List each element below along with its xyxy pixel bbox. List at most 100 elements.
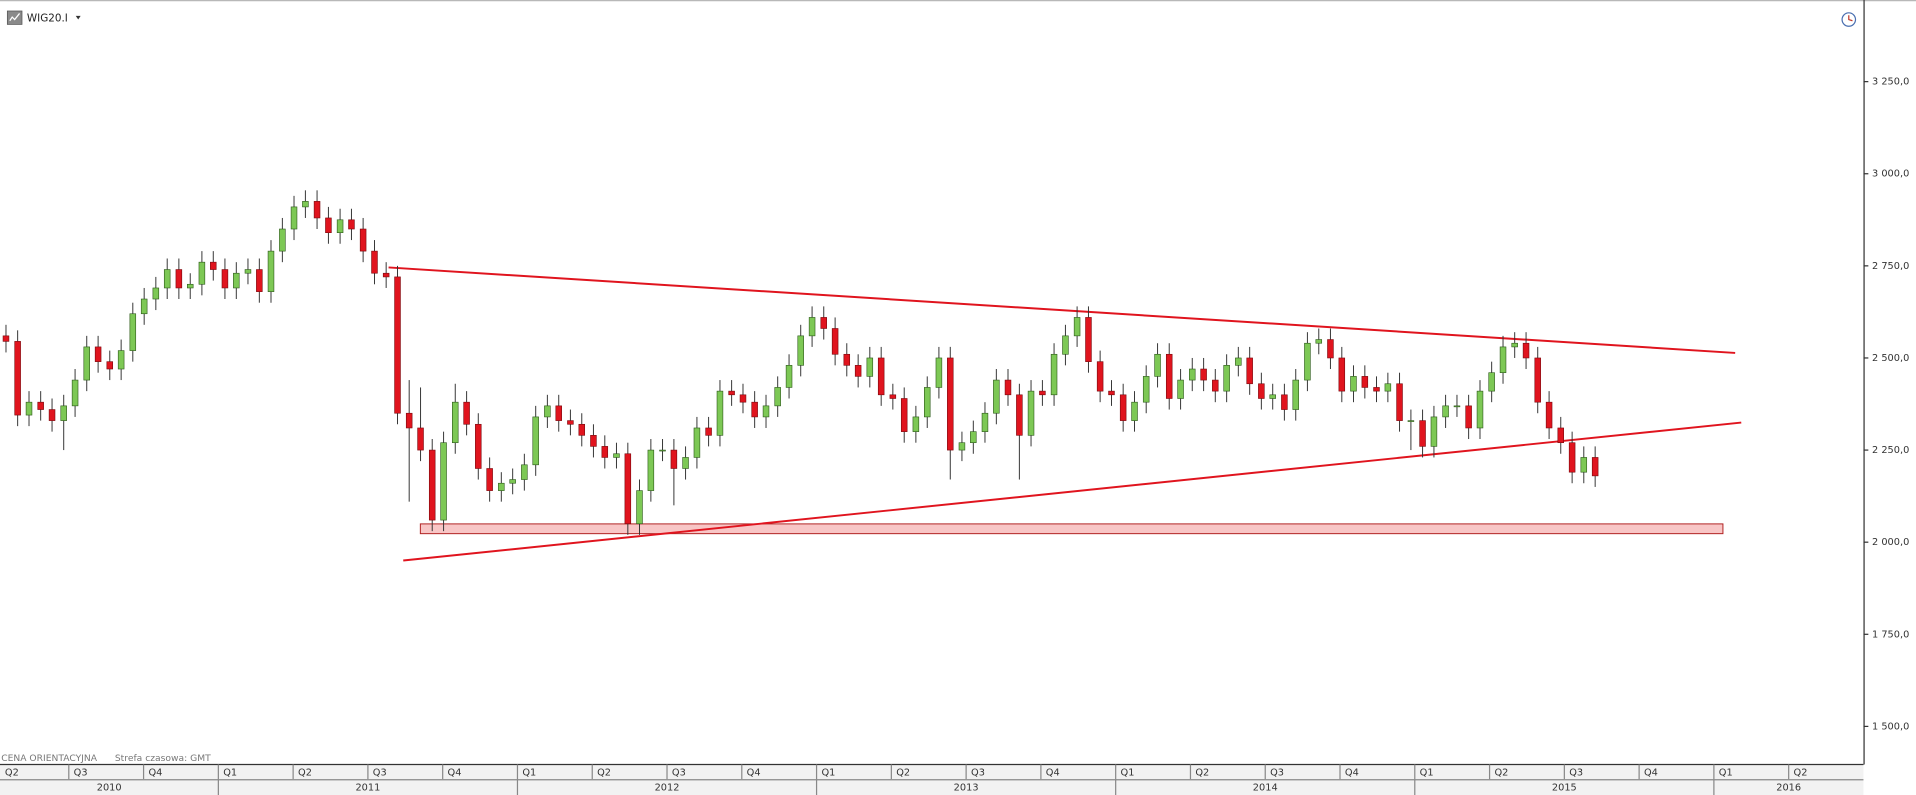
candle-body [762, 405, 770, 418]
candle-body [1545, 401, 1553, 429]
candle-body [1499, 346, 1507, 374]
candle-body [394, 276, 401, 414]
candle-body [48, 409, 56, 421]
candle-body [785, 365, 793, 388]
candle-body [198, 261, 206, 285]
x-tick-label: Q3 [1569, 767, 1583, 778]
candle-body [509, 479, 516, 484]
candle-body [601, 446, 609, 458]
candle-body [1292, 379, 1299, 410]
x-tick-label: Q1 [1420, 767, 1434, 778]
x-tick-label: Q2 [1195, 767, 1209, 778]
candle-body [60, 405, 67, 421]
x-tick-label: Q3 [1270, 767, 1284, 778]
candle-body [233, 272, 240, 289]
candle-body [831, 328, 839, 355]
candle-body [405, 412, 413, 429]
y-tick-label: 1 750,0 [1872, 629, 1909, 640]
symbol-icon[interactable] [6, 10, 23, 25]
candle-body [1085, 317, 1092, 362]
x-tick-label: Q3 [971, 767, 985, 778]
candle-body [889, 394, 897, 399]
candle-body [359, 228, 367, 252]
candle-body [221, 269, 229, 289]
candle-body [532, 416, 539, 466]
candle-body [83, 346, 90, 381]
x-major-tick-label: 2010 [97, 783, 122, 794]
candle-body [1568, 442, 1576, 473]
x-tick-label: Q3 [74, 767, 88, 778]
candle-body [1534, 357, 1541, 403]
x-tick-label: Q2 [1794, 767, 1808, 778]
x-tick-label: Q2 [5, 767, 19, 778]
x-tick-label: Q4 [1644, 767, 1658, 778]
y-tick-label: 2 000,0 [1872, 537, 1909, 548]
y-tick-label: 3 000,0 [1872, 169, 1909, 180]
candle-body [1073, 317, 1081, 337]
plot-area [2, 190, 1742, 562]
candle-body [728, 390, 735, 396]
candle-body [1419, 420, 1426, 447]
candle-body [1488, 372, 1495, 392]
candle-body [1476, 390, 1484, 429]
candle-body [1050, 353, 1058, 396]
x-tick-label: Q4 [448, 767, 462, 778]
candle-body [117, 350, 125, 370]
x-tick-label: Q2 [597, 767, 611, 778]
x-tick-label: Q2 [896, 767, 910, 778]
candle-body [348, 219, 355, 230]
candle-body [94, 346, 102, 362]
candle-body [163, 269, 171, 289]
candle-body [1304, 342, 1311, 381]
candle-body [1350, 376, 1357, 392]
candle-body [555, 405, 562, 421]
symbol-icon-glyph [9, 13, 21, 22]
candle-body [1212, 379, 1219, 392]
candle-body [325, 217, 332, 234]
candle-body [37, 401, 44, 410]
support-zone [419, 523, 1724, 535]
candle-body [1580, 457, 1588, 473]
x-major-tick-label: 2011 [355, 783, 380, 794]
x-major-tick-label: 2015 [1552, 783, 1577, 794]
candle-body [924, 387, 931, 418]
symbol-title[interactable]: WIG20.I [27, 12, 68, 24]
candle-body [1407, 420, 1415, 422]
candle-body [1327, 339, 1334, 359]
candle-body [935, 357, 943, 388]
timezone-note: Strefa czasowa: GMT [115, 753, 211, 764]
candle-body [175, 269, 183, 289]
candle-body [693, 427, 701, 458]
candle-body [486, 468, 493, 491]
candle-body [521, 464, 528, 480]
candle-body [475, 423, 482, 469]
candle-body [1557, 427, 1564, 444]
trend-line-lower [403, 421, 1742, 562]
candle-body [106, 361, 114, 370]
candle-body [210, 261, 217, 270]
candle-body [567, 420, 574, 425]
candle-body [1154, 353, 1161, 377]
candle-body [452, 401, 459, 444]
candle-body [716, 390, 724, 436]
x-tick-label: Q4 [1046, 767, 1060, 778]
candle-body [1384, 383, 1392, 392]
candle-body [290, 206, 298, 230]
trend-line-upper [388, 266, 1736, 354]
candle-body [1315, 339, 1323, 344]
candle-body [947, 357, 954, 451]
x-tick-label: Q4 [148, 767, 162, 778]
candle-body [1338, 357, 1346, 392]
candle-body [1142, 376, 1150, 403]
x-tick-label: Q1 [821, 767, 835, 778]
candle-body [2, 335, 10, 342]
candle-body [1027, 390, 1035, 436]
candle-body [1281, 394, 1288, 410]
x-tick-label: Q3 [373, 767, 387, 778]
candle-body [544, 405, 551, 418]
candle-body [1119, 394, 1127, 421]
symbol-dropdown[interactable] [75, 15, 81, 20]
candle-body [958, 442, 966, 451]
